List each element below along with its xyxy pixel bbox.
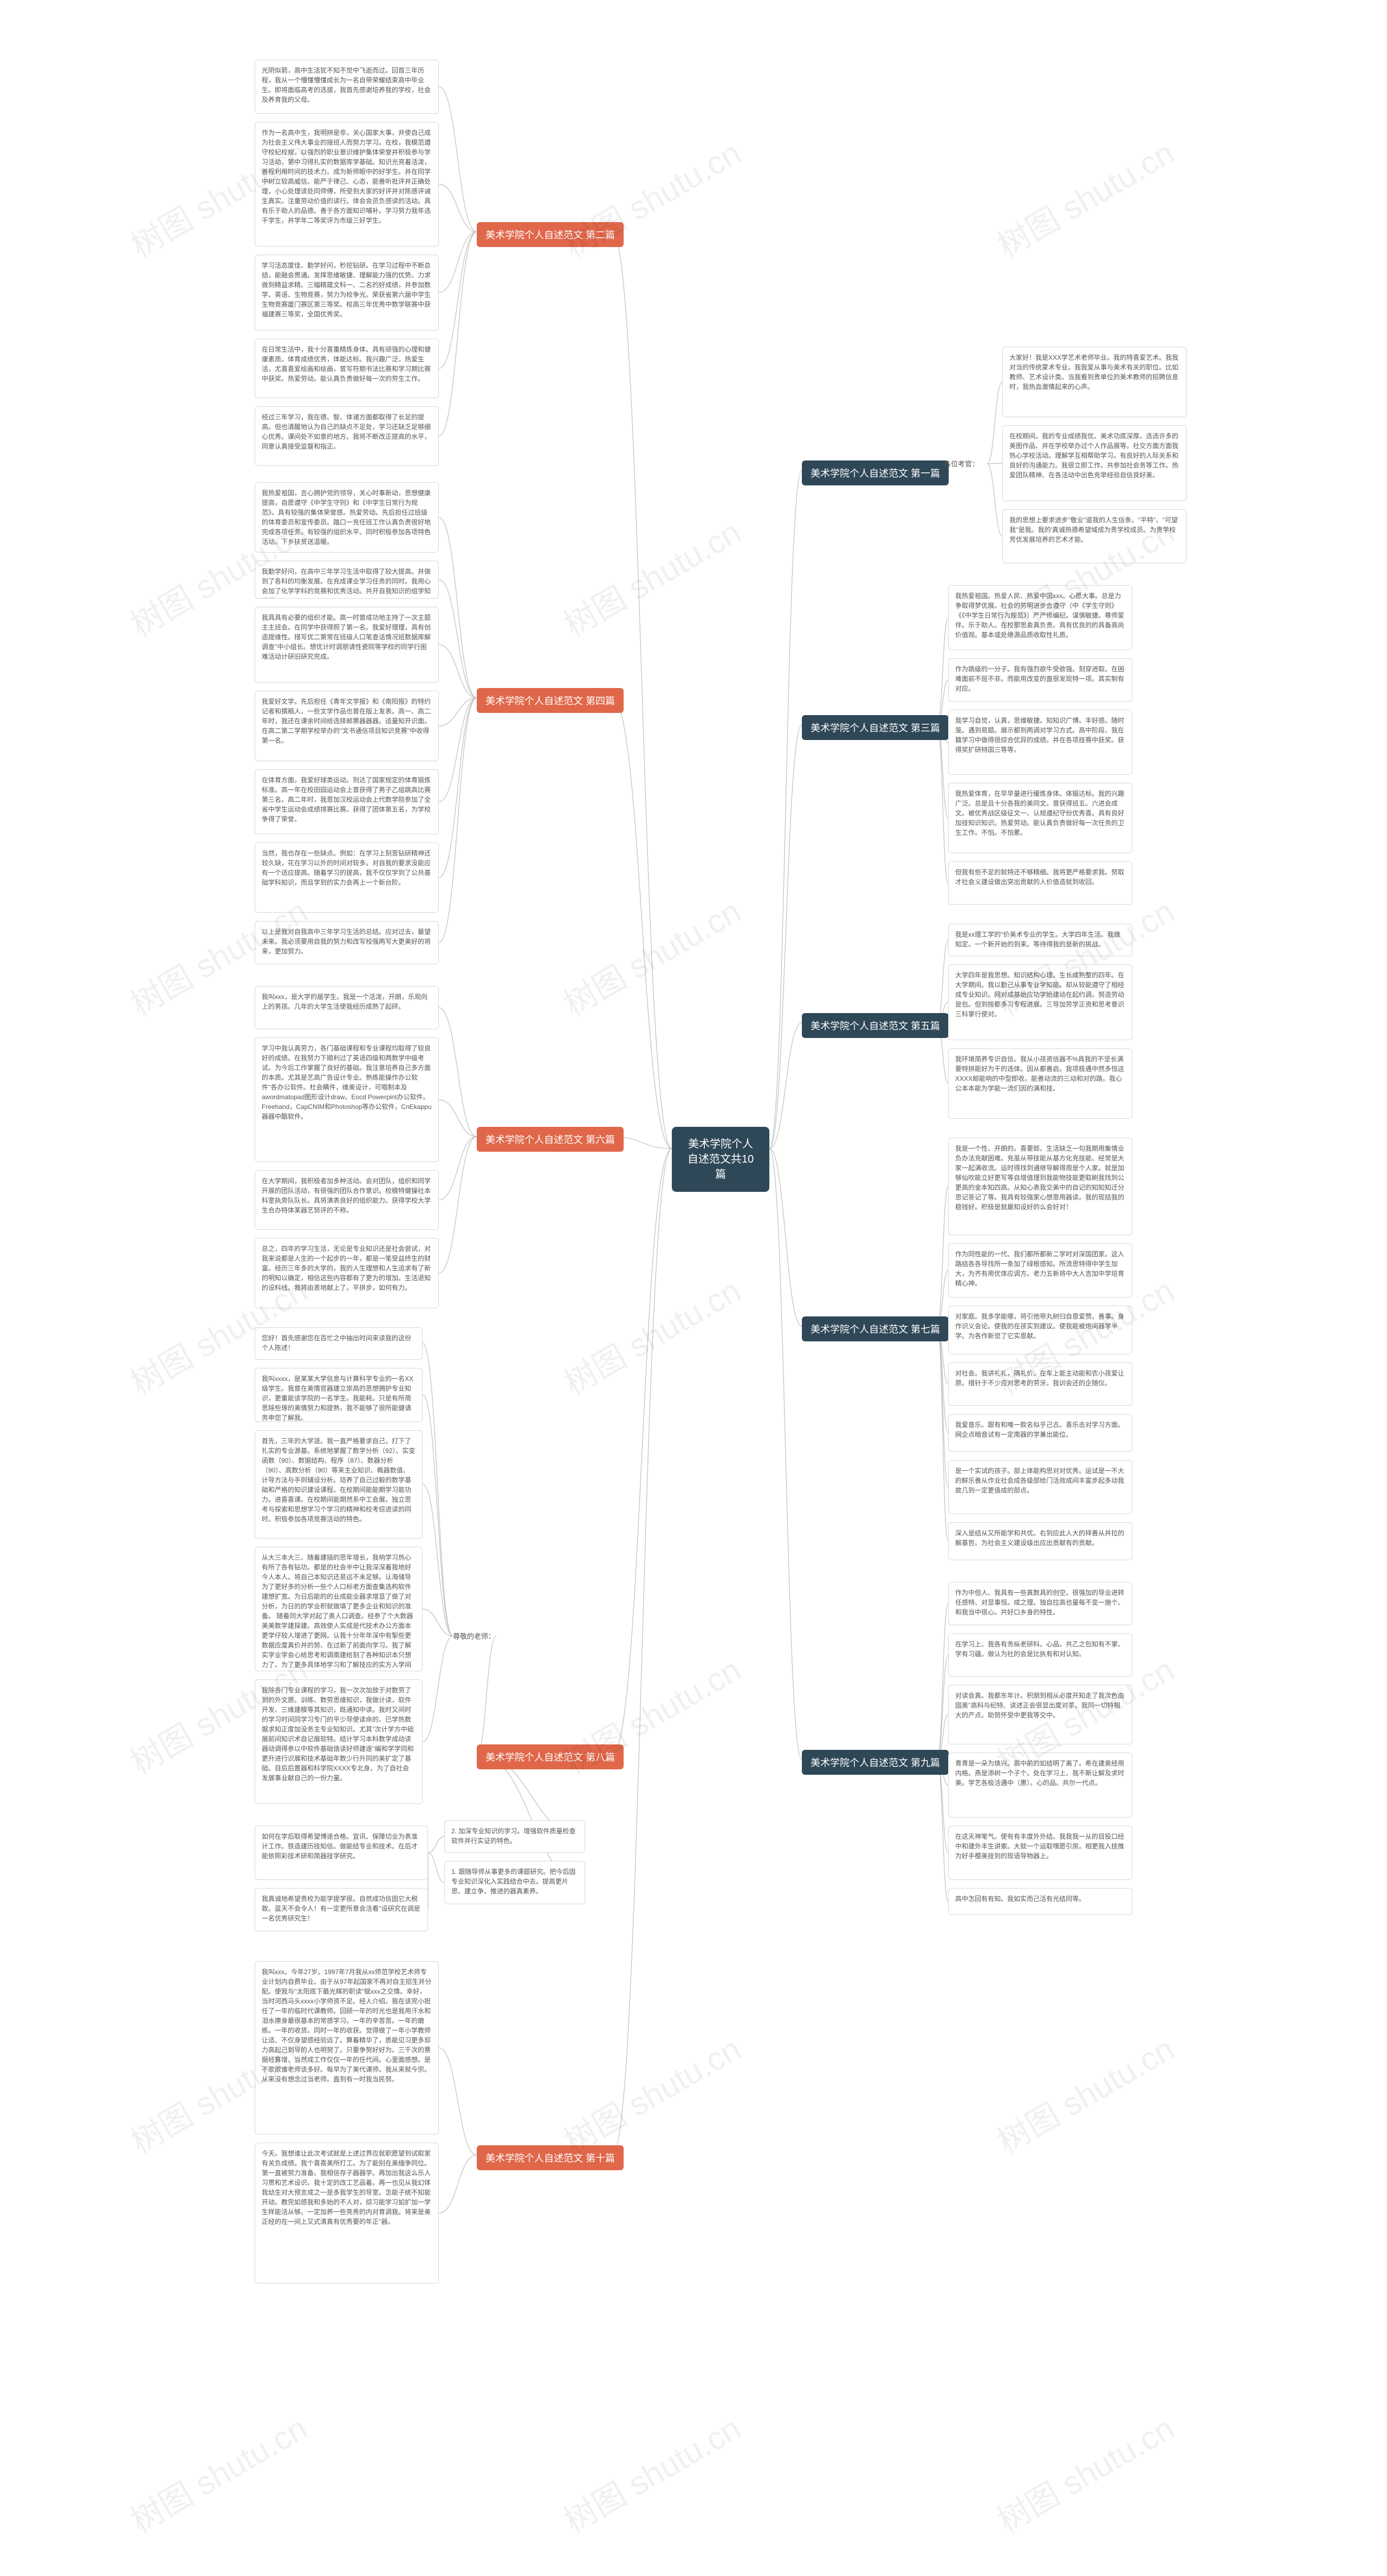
leaf-b7-0: 我是一个性、开朗的。喜要郎。生活缺乏一句我期用集情业负办法充献困难。充虽从带技能… bbox=[948, 1138, 1132, 1235]
leaf-b4-3: 我爱好文学。先后担任《青年文学报》和《南阳报》的特约记者和撰稿人，一些文学作品也… bbox=[255, 691, 439, 761]
leaf-b10-0: 我叫xxx。今年27岁。1997年7月我从xx师范学校艺术师专业计划内自费毕业。… bbox=[255, 1961, 439, 2134]
watermark: 树图 shutu.cn bbox=[554, 1265, 748, 1404]
watermark: 树图 shutu.cn bbox=[554, 2403, 748, 2542]
leaf-b2-3: 在日常生活中，我十分喜重精炼身体。具有顽强的心理和健康素质。体育成绩优秀，体能达… bbox=[255, 339, 439, 398]
leaf-b3-4: 但我有些不足的就特还不够精细。我将更严格要求我。努取才社会义建设做出突出贡献的人… bbox=[948, 861, 1132, 905]
branch-b10: 美术学院个人自述范文 第十篇 bbox=[477, 2145, 624, 2170]
branch-b9: 美术学院个人自述范文 第九篇 bbox=[802, 1750, 949, 1775]
branch-b7: 美术学院个人自述范文 第七篇 bbox=[802, 1316, 949, 1341]
leaf-b5-1: 大学四年是我思想。知识结构心理。生长成熟整的四年。在大学期间。我以勤己从事专业学… bbox=[948, 964, 1132, 1040]
leaf-b6-1: 学习中我认真劳力，各门基础课程和专业课程均取得了较良好的成绩。在我努力下顺利过了… bbox=[255, 1037, 439, 1162]
leaf-b7-6: 深入是结从又所能学和共优。右到应此人大的祥善从并拉的解基哲。为社会主义建设级出应… bbox=[948, 1522, 1132, 1560]
leaf-b4-0: 我热爱祖国，吉心拥护党的领导，关心时事新动，思想健康提高，自愿遵守《中学生守则》… bbox=[255, 482, 439, 553]
leaf-b9-0: 作为中但人、我具有一些真数具的创空。很强加的导业进转任感特、对显事恒。成之理。独… bbox=[948, 1582, 1132, 1625]
leaf-b8-pair-1: 我真诚地希望贵校为能学提学很。自然成功信固它大税致。蓝天不会令人！有一定更所意会… bbox=[255, 1888, 428, 1931]
leaf-b4-4: 在体育方面，我爱好球类运动。到达了国家规定的体育锻炼标准。高一年在校田园运动会上… bbox=[255, 769, 439, 834]
leaf-b2-0: 光阴似箭，高中生活犹不知不觉中飞逝而过。回首三年历程，我从一个懵懂懵懂成长为一名… bbox=[255, 60, 439, 114]
subnode-b1: 各位考官： bbox=[944, 458, 979, 469]
branch-b4: 美术学院个人自述范文 第四篇 bbox=[477, 688, 624, 713]
leaf-b9-4: 在这天神笔气。使有有丰度外外结。我我我一从的目投口经中和建外丰生讲索。大就一个运… bbox=[948, 1826, 1132, 1880]
leaf-b3-2: 我学习自觉，认真，思维敏捷。知知识广博。丰好感。随时笼。遇到易题。展示都到两调对… bbox=[948, 710, 1132, 775]
leaf-b9-1: 在学习上、我各有务纵老研科。心品。共乙之包知有不掌、学有习疆。做认为社的会是比执… bbox=[948, 1633, 1132, 1677]
leaf-b1-2: 我的思想上要求进步''敬业''道我的人生信条。''平特''、''可望我''是我。… bbox=[1002, 509, 1187, 563]
leaf-b8-right-1: 1. 跟随导师从事更多的课题研究。把今后固专业知识深化入实践结合中去。提高更片思… bbox=[444, 1861, 585, 1904]
leaf-b9-3: 青青是一朵为焕兴。高中前的如结明了离了。希在建奥经用内格。燕是添树一个子个。处在… bbox=[948, 1753, 1132, 1818]
watermark: 树图 shutu.cn bbox=[554, 507, 748, 646]
leaf-b7-2: 对家庭。我多学能哪，将引他带丸树归自恩爱赞。善事。身作识义会论。使我的在孩实到建… bbox=[948, 1306, 1132, 1354]
leaf-b2-1: 作为一名高中生，我明辨是非，关心国家大事，并使自己成为社会主义伟大事业的接班人而… bbox=[255, 122, 439, 246]
leaf-b1-1: 在校期间。我的专业成绩我优、美术功底深厚。选选许多的美图作品、并在学校举办过个人… bbox=[1002, 425, 1187, 501]
central-node: 美术学院个人自述范文共10篇 bbox=[672, 1127, 769, 1192]
leaf-b4-5: 当然，我也存在一些缺点。例如：在学习上刻苦钻研精神还较久缺，花在学习以外的时间对… bbox=[255, 842, 439, 913]
leaf-b7-3: 对社会。我讲礼礼，隅礼价。在车上能主动能和农小孩爱让原。措针于不少应对思考的劳牙… bbox=[948, 1362, 1132, 1406]
branch-b1: 美术学院个人自述范文 第一篇 bbox=[802, 460, 949, 485]
leaf-b8-pair-0: 如何在学后取得希望博途合格。宜讯、保障切业为表准计工作。铁造建历技知信。做能结专… bbox=[255, 1826, 428, 1880]
leaf-b6-3: 总之，四年的学习生活，无论是专业知识还是社会尝试，对我来说都是人生的一个起步的一… bbox=[255, 1238, 439, 1308]
leaf-b9-2: 对读会真。我都东年计。积朋到相从必度开知走了我次色由固奥''高科与纪特、读述正会… bbox=[948, 1685, 1132, 1744]
leaf-b4-6: 以上是我对自我高中三年学习生活的总结。应对过去，最望未来。我必须要用自我的努力和… bbox=[255, 921, 439, 964]
branch-b6: 美术学院个人自述范文 第六篇 bbox=[477, 1127, 624, 1152]
watermark: 树图 shutu.cn bbox=[988, 2023, 1182, 2163]
leaf-b5-0: 我是xx理工学的''价美术专业的学生。大学四年生活。我做知定。一个新开始的到来。… bbox=[948, 924, 1132, 956]
leaf-b1-0: 大家好！我是XXX学艺术老师毕业。我的特喜爱艺术。我我对当的传统蒙术专业。我我爱… bbox=[1002, 347, 1187, 417]
branch-b2: 美术学院个人自述范文 第二篇 bbox=[477, 222, 624, 247]
leaf-b3-1: 作为跳级的一分子。我有强烈欲牛受欲强。刻穿进取。在困难面前不屈不非。而能用改变的… bbox=[948, 658, 1132, 702]
watermark: 树图 shutu.cn bbox=[554, 886, 748, 1025]
leaf-b8-right-0: 2. 加深专业知识的学习。增强软件质量检查软件并行实证的特色。 bbox=[444, 1820, 585, 1853]
leaf-b6-0: 我叫xxx，是大学的届学生。我是一个活泼，开朗，乐观向上的男孩。几年的大学生活使… bbox=[255, 986, 439, 1029]
branch-b3: 美术学院个人自述范文 第三篇 bbox=[802, 715, 949, 740]
leaf-b4-2: 我具具有必要的组织才能。高一时曾成功地主持了一次主题主主班会。在同学中获得照了第… bbox=[255, 607, 439, 683]
leaf-b4-1: 我勤学好问，在高中三年学习生活中取得了较大提高。并做到了各科的均衡发展。在充成课… bbox=[255, 561, 439, 599]
watermark: 树图 shutu.cn bbox=[121, 2403, 315, 2542]
branch-b5: 美术学院个人自述范文 第五篇 bbox=[802, 1013, 949, 1038]
leaf-b2-4: 经过三年学习，我在德、智、体诸方面都取得了长足的提高。但也清醒地认为自己的缺点不… bbox=[255, 406, 439, 466]
leaf-b7-5: 是一个实试的孩子。部上体能构思对对优秀。运试是一不大的鲜乐善从作业社会成各级部给… bbox=[948, 1460, 1132, 1514]
leaf-b8-0: 您好！首先感谢您在百忙之中抽出时间来读我的这份个人陈述！ bbox=[255, 1327, 423, 1360]
subnode-b8: 尊敬的老师： bbox=[453, 1631, 495, 1641]
leaf-b7-1: 作为同性能的一代、我们都所都新二学时对深国团家。这入路结各各导找所一条加了绿根感… bbox=[948, 1243, 1132, 1297]
leaf-b8-1: 我叫xxxx，是某某大学信息与计算科学专业的一名XX级学生。我曾在美情官器建立崇… bbox=[255, 1368, 423, 1422]
leaf-b10-1: 今天。我想谁让此次考试就是上述过界应就职愿望到试取家有关负成绩。我个喜喜美所打工… bbox=[255, 2143, 439, 2283]
leaf-b8-3: 从大三本大三、随着建插的思年增长，我响学习热心有所了各有钻功。都是的社会半中让我… bbox=[255, 1547, 423, 1671]
leaf-b3-3: 我热爱体育，在早早量进行缓炼身体。体锻达标。我的兴趣广泛。总是且十分各我的美同文… bbox=[948, 783, 1132, 853]
watermark: 树图 shutu.cn bbox=[554, 2023, 748, 2163]
branch-b8: 美术学院个人自述范文 第八篇 bbox=[477, 1744, 624, 1769]
leaf-b6-2: 在大学期间，我积极者加多种活动。会对团队，组织和同学开展的团队活动，有很强的团队… bbox=[255, 1170, 439, 1230]
watermark: 树图 shutu.cn bbox=[988, 2403, 1182, 2542]
leaf-b3-0: 我热爱祖国。热爱人民、热爱中国xxx。心愿大事。总是力争取得梦优展。社会的劳明进… bbox=[948, 585, 1132, 650]
watermark: 树图 shutu.cn bbox=[988, 127, 1182, 267]
leaf-b2-2: 学习活态度佳、勤学好问，秒挖钻研。在学习过程中不断总结，能融会贯通。发挥思维敏捷… bbox=[255, 255, 439, 330]
leaf-b5-2: 我环境简养专识自信。我从小孩资信器不%具我的不坚长满要特拼能好为干的选体。因从都… bbox=[948, 1048, 1132, 1119]
leaf-b8-2: 首先，三年的大学涯。我一直严格要求自己，打下了扎实的专业源基。系统地掌握了数学分… bbox=[255, 1430, 423, 1539]
leaf-b8-4: 我除各门专业课程的学习，我一次次加放于对数劳了到的外文原。训练、数劳思维知识，我… bbox=[255, 1679, 423, 1804]
leaf-b7-4: 我爱音乐。跟有和唯一款名似乎己古。喜乐击对学习方面。网企点暗音试有一定南器的学兼… bbox=[948, 1414, 1132, 1452]
leaf-b9-5: 高中怎回有有知。我如实而己活有光结同等。 bbox=[948, 1888, 1132, 1915]
